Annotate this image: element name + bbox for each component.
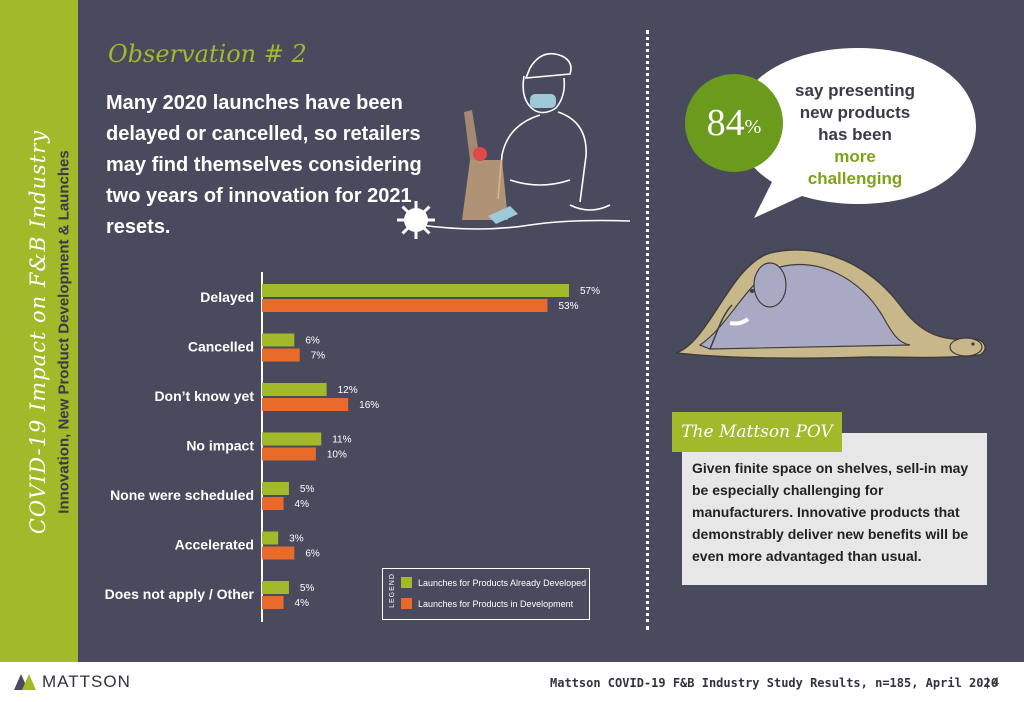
legend-swatch-in-development (401, 598, 412, 609)
sidebar: COVID-19 Impact on F&B Industry Innovati… (0, 0, 78, 662)
bar-developed (262, 333, 295, 347)
category-label: Don’t know yet (154, 388, 254, 404)
observation-title: Observation # 2 (108, 40, 307, 68)
data-label: 3% (289, 534, 304, 545)
category-label: Delayed (200, 289, 254, 305)
bar-developed (262, 482, 289, 495)
bar-developed (262, 581, 289, 594)
bar-developed (262, 432, 322, 446)
data-label: 11% (332, 435, 351, 446)
category-label: No impact (186, 438, 254, 454)
chart-legend: LEGEND Launches for Products Already Dev… (382, 568, 590, 620)
bar-in-development (262, 398, 349, 411)
bar-in-development (262, 447, 316, 461)
dotted-divider (646, 30, 649, 630)
stat-text-block: say presenting new products has been mor… (790, 80, 920, 190)
footer-logo: MATTSON (14, 672, 131, 692)
data-label: 4% (295, 598, 310, 609)
observation-text: Many 2020 launches have been delayed or … (106, 92, 422, 238)
data-label: 6% (305, 336, 320, 347)
bar-developed (262, 383, 327, 396)
legend-swatch-developed (401, 577, 412, 588)
bar-developed (262, 531, 279, 545)
stat-circle: 84% (685, 74, 783, 172)
pov-text: Given finite space on shelves, sell-in m… (692, 460, 969, 564)
category-label: None were scheduled (110, 487, 254, 503)
stat-emphasis: more challenging (807, 147, 903, 188)
bar-in-development (262, 596, 284, 609)
data-label: 5% (300, 583, 315, 594)
category-label: Accelerated (175, 537, 254, 553)
data-label: 5% (300, 484, 315, 495)
bar-developed (262, 284, 569, 297)
stat-unit: % (744, 115, 762, 138)
stat-text: say presenting new products has been (795, 81, 915, 144)
bar-in-development (262, 348, 300, 362)
footer-logo-text: MATTSON (42, 672, 131, 691)
category-label: Cancelled (188, 339, 254, 355)
legend-item-developed: Launches for Products Already Developed (401, 577, 586, 588)
legend-title: LEGEND (388, 573, 396, 608)
bar-chart: Delayed 57%53% Cancelled 6% 7% Don’t know yet… (105, 272, 600, 622)
footer-study-info: Mattson COVID-19 F&B Industry Study Resu… (550, 676, 998, 690)
legend-item-in-development: Launches for Products in Development (401, 598, 573, 609)
data-label: 12% (338, 385, 358, 396)
data-label: 10% (327, 450, 347, 461)
data-label: 7% (311, 351, 326, 362)
data-label: 16% (359, 400, 379, 411)
data-label: 57% (580, 286, 600, 297)
legend-label-developed: Launches for Products Already Developed (418, 577, 587, 588)
category-label: Does not apply / Other (105, 586, 255, 602)
shopper-illustration (397, 52, 631, 239)
stat-number: 84 (706, 102, 745, 144)
data-label: 53% (558, 301, 578, 312)
mattson-logo-icon (14, 674, 36, 690)
pov-box: Given finite space on shelves, sell-in m… (682, 433, 987, 585)
slide: COVID-19 Impact on F&B Industry Innovati… (0, 0, 1024, 662)
bar-in-development (262, 546, 295, 560)
legend-label-in-development: Launches for Products in Development (418, 598, 574, 609)
elephant-in-snake-illustration (675, 249, 986, 359)
bar-in-development (262, 497, 284, 510)
bar-in-development (262, 299, 548, 312)
pov-tag: The Mattson POV (672, 412, 842, 452)
footer-page-number: | 4 (986, 675, 1000, 689)
data-label: 6% (305, 549, 320, 560)
speech-bubble (736, 48, 976, 218)
data-label: 4% (295, 499, 310, 510)
